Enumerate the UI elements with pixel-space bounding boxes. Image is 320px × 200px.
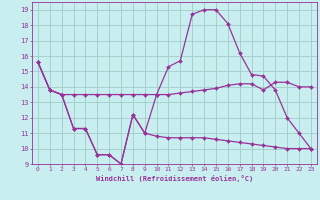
X-axis label: Windchill (Refroidissement éolien,°C): Windchill (Refroidissement éolien,°C) (96, 175, 253, 182)
